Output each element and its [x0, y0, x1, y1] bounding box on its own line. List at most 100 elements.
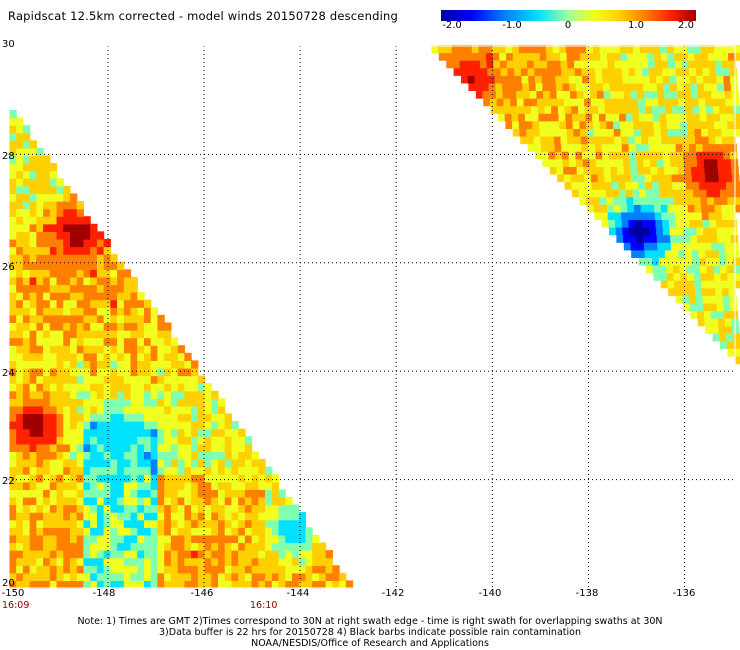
swath-cell [325, 580, 333, 589]
swath-cell [588, 75, 597, 84]
swath-cell [278, 534, 286, 544]
swath-cell [143, 443, 152, 453]
swath-cell [36, 459, 44, 468]
swath-cell [547, 143, 556, 152]
swath-cell [103, 534, 111, 544]
swath-cell [660, 204, 669, 213]
swath-cell [197, 428, 206, 437]
swath-cell [630, 166, 638, 175]
swath-cell [76, 322, 85, 331]
swath-cell [701, 135, 710, 145]
swath-cell [594, 135, 602, 145]
swath-cell [606, 44, 614, 54]
swath-cell [593, 52, 601, 61]
swath-cell [715, 211, 723, 221]
swath-cell [56, 527, 64, 536]
swath-cell [83, 504, 91, 513]
swath-cell [103, 238, 111, 248]
swath-cell [43, 352, 51, 361]
swath-cell [22, 360, 31, 369]
swath-cell [22, 390, 31, 399]
swath-cell [83, 231, 91, 240]
swath-cell [716, 227, 724, 236]
swath-cell [157, 527, 165, 536]
swath-cell [103, 557, 111, 566]
colorbar [441, 10, 696, 21]
swath-cell [36, 307, 44, 316]
swath-cell [177, 504, 185, 513]
swath-cell [110, 580, 118, 589]
swath-cell [76, 375, 85, 384]
swath-cell [581, 67, 589, 76]
swath-cell [674, 280, 682, 289]
swath-cell [655, 143, 663, 152]
swath-cell [69, 542, 78, 551]
swath-cell [184, 375, 192, 384]
swath-cell [184, 459, 192, 468]
swath-cell [508, 82, 517, 92]
swath-cell [103, 527, 111, 536]
swath-cell [224, 512, 233, 521]
swath-cell [184, 398, 192, 407]
swath-cell [697, 158, 705, 167]
swath-cell [96, 542, 105, 551]
swath-cell [117, 527, 125, 536]
swath-cell [96, 413, 105, 422]
swath-cell [211, 542, 219, 551]
swath-cell [170, 383, 179, 392]
swath-cell [137, 299, 145, 308]
swath-cell [312, 572, 320, 582]
swath-cell [43, 459, 51, 468]
swath-cell [690, 234, 698, 243]
swath-cell [258, 580, 266, 589]
swath-cell [695, 287, 703, 296]
swath-cell [130, 383, 138, 392]
swath-cell [22, 428, 31, 437]
swath-cell [76, 489, 85, 498]
swath-cell [558, 113, 566, 122]
swath-cell [137, 292, 145, 301]
swath-cell [605, 189, 613, 198]
swath-cell [728, 52, 736, 61]
swath-cell [170, 375, 179, 384]
swath-cell [9, 512, 17, 521]
swath-cell [36, 405, 44, 415]
swath-cell [63, 557, 71, 566]
swath-cell [29, 352, 37, 361]
swath-cell [711, 90, 719, 99]
swath-cell [668, 67, 677, 76]
swath-cell [211, 390, 219, 399]
swath-cell [22, 132, 31, 141]
swath-cell [298, 572, 307, 582]
swath-cell [96, 269, 105, 278]
swath-cell [177, 375, 185, 384]
swath-cell [90, 534, 98, 544]
swath-cell [177, 428, 185, 437]
swath-cell [726, 113, 735, 122]
swath-cell [36, 565, 44, 574]
swath-cell [43, 519, 51, 528]
swath-cell [90, 421, 98, 430]
swath-cell [90, 557, 98, 566]
swath-cell [211, 496, 219, 506]
swath-cell [258, 481, 266, 490]
swath-cell [137, 527, 145, 536]
swath-cell [667, 280, 675, 289]
swath-cell [672, 264, 681, 274]
swath-cell [157, 474, 165, 483]
swath-cell [16, 367, 24, 377]
swath-cell [285, 527, 293, 536]
swath-cell [191, 459, 199, 468]
swath-cell [675, 67, 683, 76]
swath-cell [521, 75, 529, 84]
swath-cell [258, 466, 266, 475]
swath-cell [238, 496, 246, 506]
swath-cell [9, 542, 17, 551]
swath-cell [29, 238, 37, 248]
swath-cell [557, 173, 565, 183]
swath-cell [164, 572, 172, 582]
swath-cell [197, 527, 206, 536]
swath-cell [730, 75, 738, 84]
swath-cell [49, 193, 58, 202]
swath-cell [117, 459, 125, 468]
